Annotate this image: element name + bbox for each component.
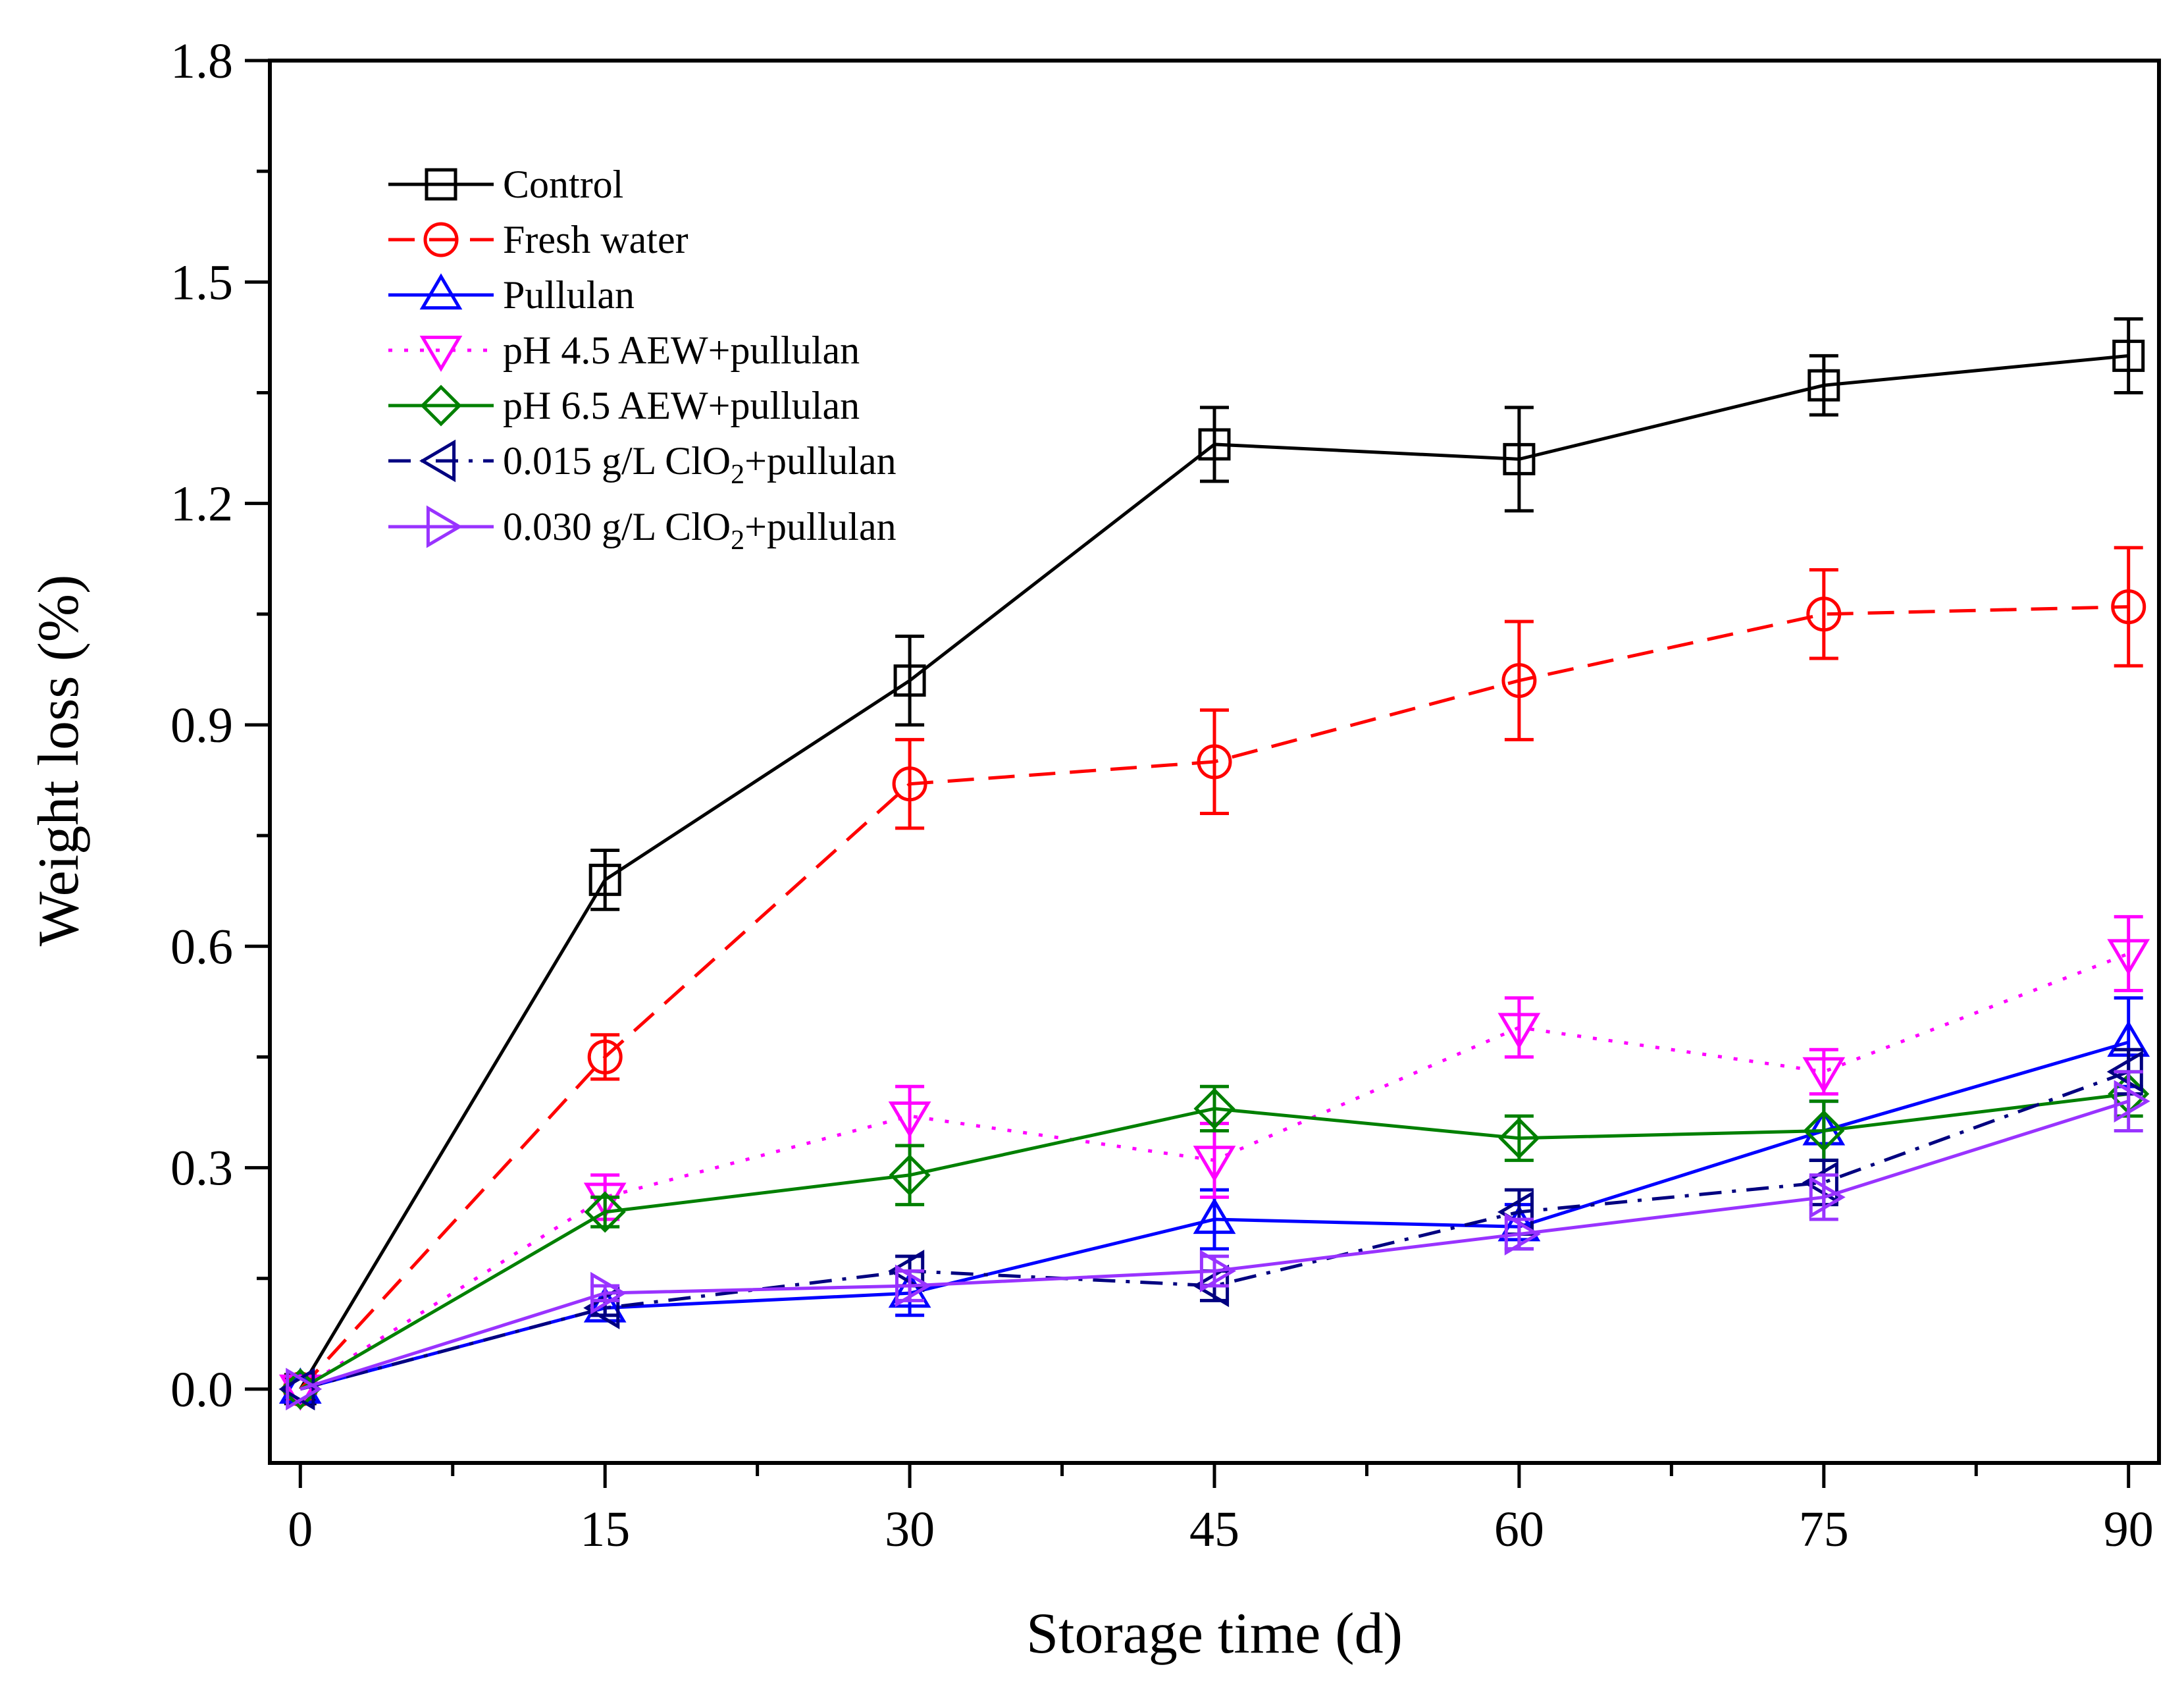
data-point xyxy=(892,766,927,802)
y-tick-label: 0.9 xyxy=(170,698,233,753)
x-tick-label: 45 xyxy=(1189,1502,1239,1557)
data-point xyxy=(1504,1213,1541,1256)
data-point xyxy=(2107,939,2150,976)
legend-marker xyxy=(423,222,459,257)
data-point xyxy=(1193,1146,1236,1182)
x-tick-label: 0 xyxy=(288,1502,313,1557)
series-6 xyxy=(286,1070,2150,1411)
data-point xyxy=(278,1374,322,1411)
data-point xyxy=(1497,1013,1541,1049)
y-tick-label: 1.8 xyxy=(170,34,233,89)
legend-marker xyxy=(426,505,463,548)
legend-item: pH 6.5 AEW+pullulan xyxy=(388,384,860,427)
data-point xyxy=(1197,744,1232,780)
y-tick-label: 0.0 xyxy=(170,1362,233,1418)
x-tick-label: 90 xyxy=(2104,1502,2154,1557)
data-point xyxy=(278,1367,315,1411)
x-tick-label: 30 xyxy=(885,1502,935,1557)
legend-item: Control xyxy=(388,163,623,206)
legend-marker xyxy=(420,384,462,427)
data-point xyxy=(590,1271,627,1315)
legend-label: 0.030 g/L ClO2+pullulan xyxy=(503,505,897,556)
y-axis-title: Weight loss (%) xyxy=(27,575,91,947)
data-point xyxy=(1803,1109,1845,1152)
series-2 xyxy=(278,996,2150,1404)
legend-item: 0.015 g/L ClO2+pullulan xyxy=(388,439,897,490)
legend-item: Pullulan xyxy=(388,273,635,317)
data-point xyxy=(1199,1250,1236,1292)
x-tick-label: 75 xyxy=(1799,1502,1849,1557)
legend-marker xyxy=(419,335,463,372)
series-1 xyxy=(282,546,2146,1407)
data-point xyxy=(1498,1117,1540,1159)
x-axis-title: Storage time (d) xyxy=(1026,1602,1403,1666)
legend-label: pH 4.5 AEW+pullulan xyxy=(503,329,860,372)
data-point xyxy=(1802,1057,1846,1094)
data-point xyxy=(1503,442,1536,475)
legend-marker xyxy=(419,273,463,310)
series-4 xyxy=(279,1070,2150,1410)
data-point xyxy=(2114,1080,2150,1123)
data-point xyxy=(583,1182,627,1219)
data-point xyxy=(895,1264,932,1308)
data-point xyxy=(1802,1161,1838,1204)
y-tick-label: 1.2 xyxy=(170,477,233,532)
data-point xyxy=(1806,596,1842,632)
data-point xyxy=(1501,663,1537,699)
data-point xyxy=(1807,369,1840,402)
y-tick-label: 0.3 xyxy=(170,1141,233,1196)
data-point xyxy=(587,1039,623,1074)
data-point xyxy=(588,863,621,896)
series-3 xyxy=(278,914,2150,1411)
y-tick-label: 1.5 xyxy=(170,255,233,310)
data-series xyxy=(278,317,2150,1411)
legend-item: Fresh water xyxy=(388,218,689,261)
data-point xyxy=(2111,589,2146,625)
data-point xyxy=(583,1286,620,1329)
data-point xyxy=(1193,1198,1236,1234)
data-point xyxy=(286,1367,323,1411)
legend-item: 0.030 g/L ClO2+pullulan xyxy=(388,505,897,556)
data-point xyxy=(2112,339,2145,372)
legend-item: pH 4.5 AEW+pullulan xyxy=(388,329,860,372)
x-tick-label: 60 xyxy=(1494,1502,1544,1557)
axis-ticks xyxy=(245,59,2131,1488)
y-tick-label: 0.6 xyxy=(170,919,233,974)
data-point xyxy=(893,664,926,697)
legend-marker xyxy=(419,439,456,483)
data-point xyxy=(1809,1176,1846,1219)
legend-marker xyxy=(425,168,457,201)
legend-label: Control xyxy=(503,163,623,206)
data-point xyxy=(889,1154,931,1196)
axis-tick-labels: 0 15 30 45 60 75 90 0.0 0.3 0.6 0.9 1.2 1.5 1.8 xyxy=(170,34,2154,1557)
legend-label: Fresh water xyxy=(503,218,689,261)
data-point xyxy=(1193,1088,1235,1130)
x-tick-label: 15 xyxy=(580,1502,630,1557)
data-point xyxy=(584,1191,626,1233)
legend: Control Fresh water Pullulan pH 4.5 AEW+pul… xyxy=(388,163,897,556)
data-point xyxy=(583,1286,627,1323)
legend-label: Pullulan xyxy=(503,273,635,317)
data-point xyxy=(888,1101,931,1138)
data-point xyxy=(1198,428,1231,461)
legend-label: pH 6.5 AEW+pullulan xyxy=(503,384,860,427)
legend-label: 0.015 g/L ClO2+pullulan xyxy=(503,439,897,490)
